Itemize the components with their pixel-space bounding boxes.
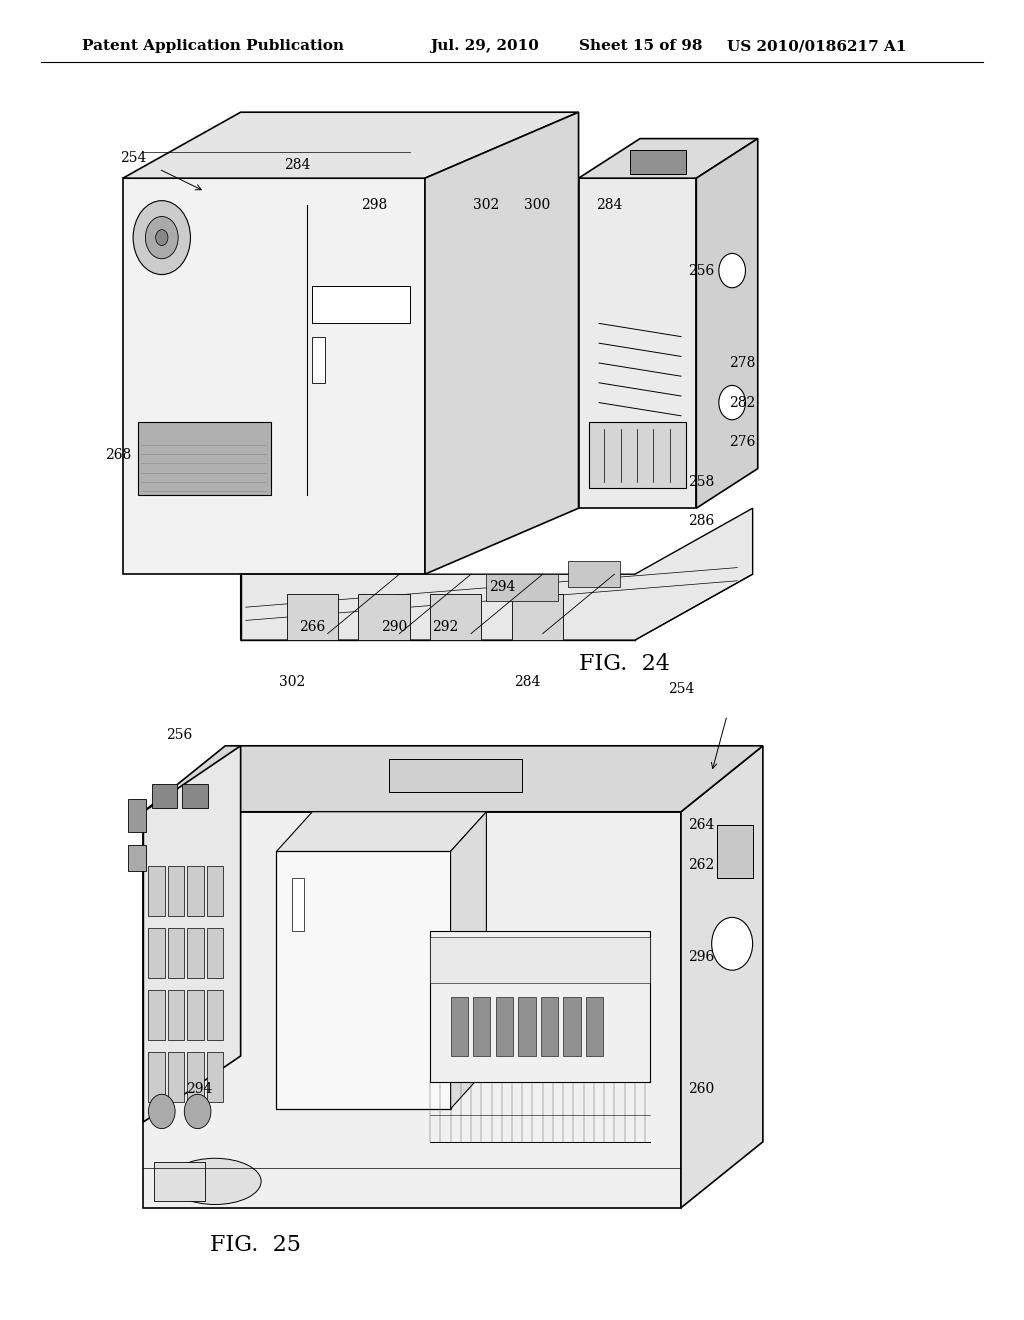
Text: 284: 284 <box>514 676 541 689</box>
Polygon shape <box>123 112 579 178</box>
Circle shape <box>148 1094 175 1129</box>
Bar <box>563 997 581 1056</box>
Bar <box>148 866 165 916</box>
Text: 302: 302 <box>279 676 305 689</box>
Ellipse shape <box>169 1159 261 1204</box>
Polygon shape <box>681 746 763 1208</box>
Bar <box>207 866 223 916</box>
Bar <box>187 928 204 978</box>
Bar <box>207 1052 223 1102</box>
Bar <box>138 422 271 495</box>
Bar <box>430 937 650 983</box>
Text: 278: 278 <box>729 356 756 370</box>
Text: 256: 256 <box>166 729 193 742</box>
Polygon shape <box>123 178 425 574</box>
Text: 294: 294 <box>186 1082 213 1096</box>
Bar <box>486 574 558 601</box>
Circle shape <box>719 385 745 420</box>
Text: 260: 260 <box>688 1082 715 1096</box>
Text: Sheet 15 of 98: Sheet 15 of 98 <box>579 40 702 53</box>
Text: FIG.  24: FIG. 24 <box>579 653 670 675</box>
Circle shape <box>133 201 190 275</box>
Bar <box>154 1162 205 1201</box>
Bar <box>358 594 410 640</box>
Polygon shape <box>276 851 451 1109</box>
Circle shape <box>719 253 745 288</box>
Bar <box>207 990 223 1040</box>
Bar <box>541 997 558 1056</box>
Text: 302: 302 <box>473 198 500 211</box>
Bar <box>287 594 338 640</box>
Text: 258: 258 <box>688 475 715 488</box>
Circle shape <box>156 230 168 246</box>
Text: 296: 296 <box>688 950 715 964</box>
Circle shape <box>145 216 178 259</box>
Text: 282: 282 <box>729 396 756 409</box>
Bar <box>586 997 603 1056</box>
Bar <box>168 1052 184 1102</box>
Bar <box>187 866 204 916</box>
Bar <box>389 759 522 792</box>
Polygon shape <box>241 508 753 640</box>
Text: 254: 254 <box>120 152 146 165</box>
Polygon shape <box>143 746 763 812</box>
Polygon shape <box>276 812 486 851</box>
Text: 276: 276 <box>729 436 756 449</box>
Polygon shape <box>430 931 650 1082</box>
Bar <box>717 825 753 878</box>
Bar <box>168 928 184 978</box>
Bar <box>207 928 223 978</box>
Polygon shape <box>696 139 758 508</box>
Text: Jul. 29, 2010: Jul. 29, 2010 <box>430 40 539 53</box>
Bar <box>148 1052 165 1102</box>
Bar <box>187 1052 204 1102</box>
Text: 264: 264 <box>688 818 715 832</box>
Text: 256: 256 <box>688 264 715 277</box>
Text: 284: 284 <box>284 158 310 172</box>
Bar <box>312 286 410 323</box>
Circle shape <box>184 1094 211 1129</box>
Text: US 2010/0186217 A1: US 2010/0186217 A1 <box>727 40 906 53</box>
Bar <box>128 799 146 832</box>
Polygon shape <box>579 178 696 508</box>
Text: 268: 268 <box>104 449 131 462</box>
Bar <box>568 561 620 587</box>
Bar <box>152 784 177 808</box>
Text: 300: 300 <box>524 198 551 211</box>
Bar <box>496 997 513 1056</box>
Polygon shape <box>143 746 241 1122</box>
Text: 266: 266 <box>299 620 326 634</box>
Polygon shape <box>451 812 486 1109</box>
Bar <box>148 928 165 978</box>
Text: 286: 286 <box>688 515 715 528</box>
Bar <box>168 866 184 916</box>
Bar <box>518 997 536 1056</box>
Bar <box>148 990 165 1040</box>
Bar <box>630 150 686 174</box>
Bar <box>451 997 468 1056</box>
Text: Patent Application Publication: Patent Application Publication <box>82 40 344 53</box>
Bar <box>512 594 563 640</box>
Polygon shape <box>579 139 758 178</box>
Text: 294: 294 <box>488 581 515 594</box>
Bar <box>473 997 490 1056</box>
Text: 254: 254 <box>668 682 694 696</box>
Circle shape <box>712 917 753 970</box>
Polygon shape <box>143 812 681 1208</box>
Bar <box>168 990 184 1040</box>
Bar <box>312 337 325 383</box>
Text: 262: 262 <box>688 858 715 871</box>
Bar <box>182 784 208 808</box>
Bar <box>292 878 304 931</box>
Bar <box>128 845 146 871</box>
Text: 292: 292 <box>432 620 459 634</box>
Bar <box>430 594 481 640</box>
Polygon shape <box>425 112 579 574</box>
Text: 284: 284 <box>596 198 623 211</box>
Text: FIG.  25: FIG. 25 <box>210 1234 301 1255</box>
Text: 290: 290 <box>381 620 408 634</box>
Text: 298: 298 <box>360 198 387 211</box>
Polygon shape <box>589 422 686 488</box>
Bar <box>187 990 204 1040</box>
